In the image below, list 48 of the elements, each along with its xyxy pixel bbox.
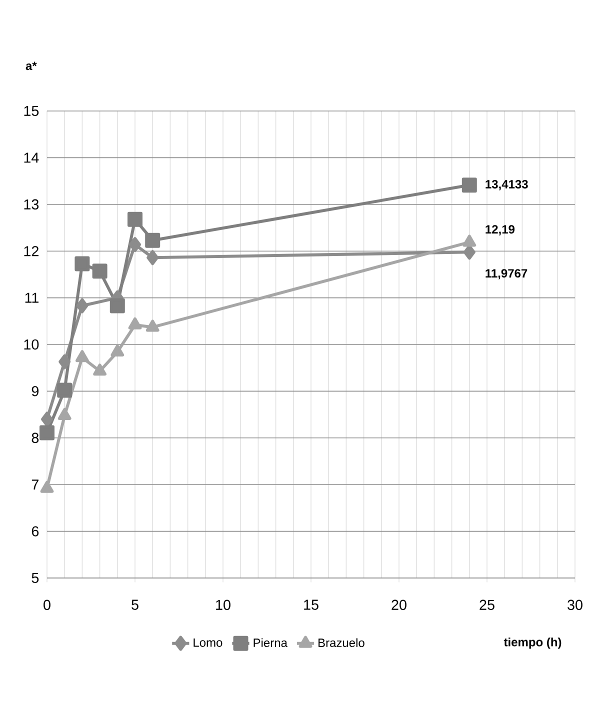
point — [462, 234, 476, 247]
point — [110, 298, 125, 314]
x-axis-title: tiempo (h) — [504, 638, 562, 649]
legend-label: Brazuelo — [318, 638, 364, 648]
x-tick-label: 5 — [132, 600, 138, 610]
point — [128, 317, 142, 330]
point — [129, 237, 141, 252]
point — [463, 244, 476, 260]
x-tick-label: 30 — [568, 600, 582, 610]
y-axis-title: a* — [26, 62, 37, 70]
y-tick-label: 13 — [24, 199, 39, 210]
point — [146, 320, 160, 332]
data-label: 13,4133 — [486, 180, 528, 190]
point — [76, 298, 88, 314]
y-tick-label: 10 — [24, 339, 39, 350]
y-tick-label: 6 — [32, 526, 39, 536]
point — [40, 425, 54, 440]
point — [40, 480, 54, 493]
point — [58, 408, 72, 420]
y-tick-label: 11 — [25, 292, 38, 303]
y-tick-label: 5 — [32, 572, 39, 584]
y-tick-label: 14 — [24, 152, 39, 163]
point — [93, 364, 106, 376]
point — [128, 212, 143, 227]
y-tick-label: 15 — [24, 106, 39, 116]
y-tick-label: 12 — [24, 246, 38, 256]
point — [76, 350, 89, 362]
x-tick-label: 15 — [304, 600, 318, 610]
point — [41, 412, 53, 427]
point — [110, 344, 124, 356]
x-tick-label: 20 — [392, 600, 406, 610]
point — [58, 354, 71, 370]
point — [145, 232, 160, 248]
data-label: 12,19 — [486, 225, 515, 236]
x-tick-label: 25 — [480, 600, 494, 610]
y-tick-label: 9 — [32, 386, 39, 396]
point — [462, 178, 477, 193]
legend-label: Pierna — [254, 638, 288, 648]
point — [74, 256, 90, 272]
legend-label: Lomo — [194, 638, 222, 647]
data-label: 11,9767 — [486, 269, 528, 280]
point — [92, 264, 108, 279]
point — [146, 250, 159, 266]
x-tick-label: 0 — [44, 600, 50, 610]
y-tick-label: 8 — [32, 432, 39, 443]
x-tick-label: 10 — [216, 600, 230, 610]
y-tick-label: 7 — [32, 480, 38, 490]
point — [57, 382, 72, 398]
